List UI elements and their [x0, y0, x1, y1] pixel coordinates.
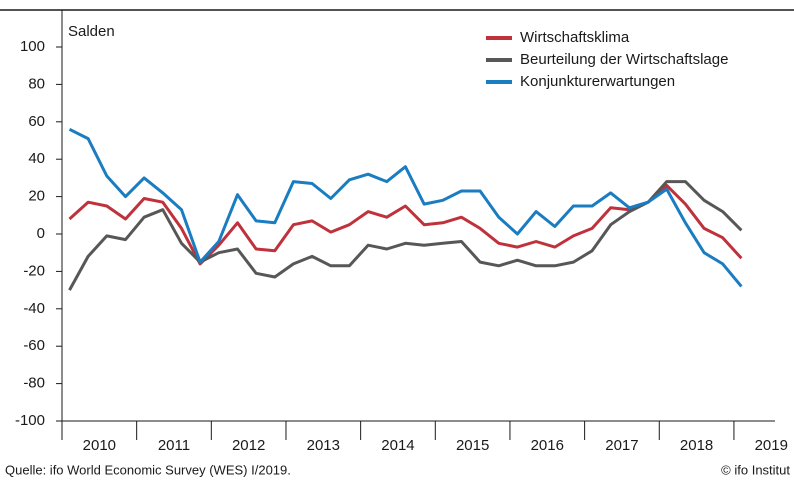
- x-tick-label: 2016: [531, 437, 564, 454]
- x-tick-label: 2010: [83, 437, 116, 454]
- x-tick-label: 2015: [456, 437, 489, 454]
- y-tick-label: 80: [28, 75, 45, 92]
- legend-label: Wirtschaftsklima: [520, 29, 630, 46]
- copyright: © ifo Institut: [721, 462, 790, 477]
- y-axis-label: Salden: [68, 23, 115, 40]
- y-tick-label: -60: [23, 337, 45, 354]
- y-tick-label: -80: [23, 375, 45, 392]
- x-tick-label: 2011: [158, 437, 190, 454]
- y-tick-label: -100: [15, 412, 45, 429]
- y-tick-label: -40: [23, 300, 45, 317]
- x-tick-label: 2019: [755, 437, 788, 454]
- series-line: [68, 180, 743, 291]
- legend-label: Beurteilung der Wirtschaftslage: [520, 51, 728, 68]
- x-tick-label: 2013: [307, 437, 340, 454]
- source: Quelle: ifo World Economic Survey (WES) …: [5, 462, 291, 477]
- y-tick-label: 0: [37, 225, 45, 242]
- y-tick-label: 40: [28, 150, 45, 167]
- y-tick-label: 100: [20, 38, 45, 55]
- legend-label: Konjunkturerwartungen: [520, 73, 675, 90]
- series-line: [68, 183, 743, 266]
- y-tick-label: 60: [28, 113, 45, 130]
- x-tick-label: 2017: [605, 437, 638, 454]
- y-tick-label: -20: [23, 262, 45, 279]
- y-tick-label: 20: [28, 188, 45, 205]
- x-tick-label: 2018: [680, 437, 713, 454]
- x-tick-label: 2012: [232, 437, 265, 454]
- series-line: [68, 127, 743, 288]
- x-tick-label: 2014: [381, 437, 414, 454]
